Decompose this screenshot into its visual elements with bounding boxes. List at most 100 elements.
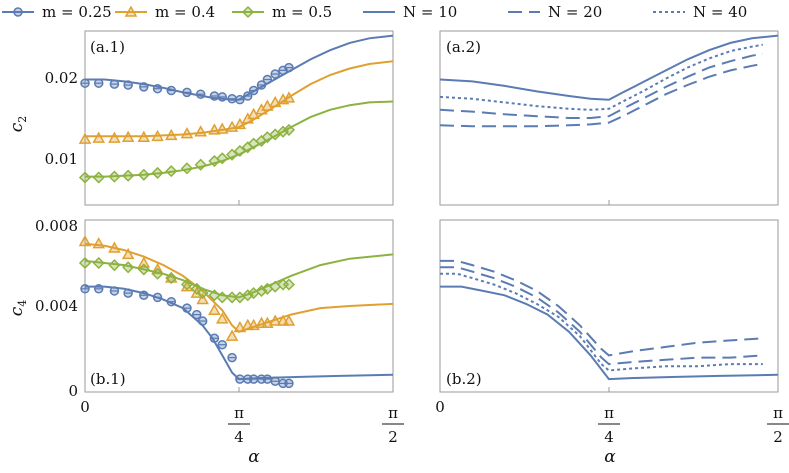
panel-b2-frame (439, 219, 779, 393)
series-line (440, 266, 763, 366)
panel-plot-1 (439, 34, 779, 128)
panel-label-a1: (a.1) (90, 38, 125, 56)
xtick-label-denominator: 2 (388, 428, 398, 446)
data-point-triangle (78, 132, 92, 144)
data-point-triangle (121, 247, 135, 260)
data-point-diamond (137, 263, 150, 276)
data-point-triangle (268, 314, 282, 326)
ytick-bottom-0.004: 0.004 (35, 297, 78, 315)
data-point-triangle (233, 117, 247, 130)
legend-label: m = 0.4 (155, 3, 215, 21)
data-point-triangle (180, 127, 194, 139)
data-point-diamond (196, 287, 209, 300)
xtick-label: 0 (435, 398, 445, 416)
data-point-triangle (92, 131, 106, 143)
data-point-diamond (151, 166, 164, 180)
data-point-triangle (124, 5, 138, 17)
xtick-label-denominator: 4 (604, 428, 614, 446)
data-point-triangle (137, 130, 151, 142)
series-line (439, 63, 763, 128)
legend-label: m = 0.25 (42, 3, 112, 21)
panel-plot-0 (78, 34, 394, 184)
data-point-diamond (92, 256, 105, 270)
ylabel-top: c2 (7, 116, 29, 133)
data-point-triangle (255, 103, 268, 115)
series-line (85, 34, 394, 101)
ytick-top-0.01: 0.01 (45, 150, 78, 168)
data-point-diamond (216, 152, 229, 165)
data-point-triangle (151, 129, 164, 142)
series-line (440, 272, 763, 372)
data-point-diamond (225, 148, 239, 161)
series-line (85, 60, 394, 138)
xtick-label-numerator: π (234, 404, 244, 422)
series-line (440, 259, 763, 357)
data-point-diamond (241, 289, 254, 302)
series-line (439, 34, 779, 101)
legend-item: N = 10 (363, 3, 457, 21)
data-point-diamond (194, 158, 207, 171)
series-line (439, 43, 763, 111)
legend-label: m = 0.5 (272, 3, 332, 21)
xtick-label-numerator: π (388, 404, 398, 422)
data-point-triangle (108, 241, 121, 253)
series-line (439, 52, 763, 119)
data-point-diamond (122, 169, 135, 182)
data-point-diamond (255, 284, 268, 298)
data-point-diamond (78, 171, 92, 184)
panel-plot-3 (440, 259, 779, 381)
data-point-triangle (164, 128, 178, 141)
panel-label-b1: (b.1) (90, 370, 126, 388)
panel-label-b2: (b.2) (446, 370, 482, 388)
data-point-triangle (121, 130, 135, 142)
legend-item: m = 0.25 (2, 3, 112, 21)
xlabel-right: α (604, 447, 616, 467)
xtick-label-numerator: π (773, 404, 783, 422)
data-point-diamond (282, 123, 295, 136)
legend-item: m = 0.5 (232, 3, 332, 21)
data-point-triangle (215, 312, 229, 324)
data-point-diamond (108, 259, 121, 272)
data-point-diamond (216, 291, 229, 304)
data-point-diamond (151, 267, 164, 280)
xtick-label-numerator: π (604, 404, 614, 422)
xtick-label: 0 (80, 398, 90, 416)
x-tick-labels: 0 π 4 π 2 0 π 4 π 2 (80, 398, 789, 446)
data-point-diamond (233, 144, 246, 158)
xlabel-left: α (248, 447, 260, 467)
data-point-diamond (108, 170, 121, 183)
series-line (84, 253, 394, 299)
panel-plot-2 (78, 234, 394, 389)
data-point-diamond (282, 278, 295, 291)
data-point-triangle (282, 314, 296, 326)
legend-item: m = 0.4 (115, 3, 215, 21)
legend-item: N = 20 (508, 3, 602, 21)
data-point-triangle (137, 256, 151, 268)
data-point-diamond (122, 261, 135, 274)
data-point-triangle (194, 125, 207, 137)
legend-label: N = 20 (548, 3, 602, 21)
data-point-diamond (137, 168, 150, 181)
data-point-triangle (92, 237, 106, 249)
data-point-diamond (241, 5, 255, 19)
data-point-triangle (208, 123, 221, 135)
ytick-bottom-0: 0 (68, 382, 78, 400)
data-point-triangle (215, 122, 229, 134)
data-point-diamond (92, 171, 105, 184)
legend: m = 0.25 m = 0.4 m = 0.5 N = 10 N = 20 N = 40 (2, 3, 747, 21)
data-point-triangle (282, 91, 296, 103)
data-point-diamond (225, 291, 239, 304)
data-point-triangle (225, 329, 239, 341)
panel-a2-frame (439, 30, 779, 206)
panel-a1-frame (84, 30, 394, 206)
legend-label: N = 40 (693, 3, 747, 21)
data-point-triangle (78, 234, 92, 247)
xtick-label-denominator: 4 (234, 428, 244, 446)
panel-label-a2: (a.2) (446, 38, 481, 56)
plot-layer (78, 34, 779, 392)
legend-label: N = 10 (403, 3, 457, 21)
ylabel-bottom: c4 (7, 300, 29, 317)
xtick-label-denominator: 2 (773, 428, 783, 446)
data-point-diamond (165, 271, 178, 285)
